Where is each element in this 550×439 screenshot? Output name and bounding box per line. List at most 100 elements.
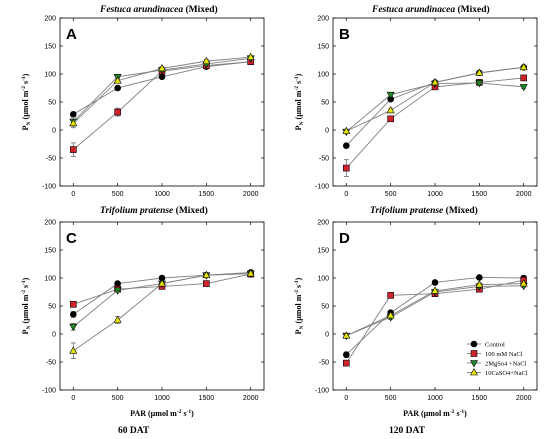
data-point (430, 77, 440, 86)
ylabel-part: P (294, 329, 303, 334)
plot-frame (59, 17, 265, 187)
ylabel-part: -2 (294, 290, 300, 295)
y-tick-label: -100 (42, 184, 56, 191)
panel-d-title: Trifolium pratense (Mixed) (370, 205, 478, 216)
data-point (246, 52, 255, 61)
x-tick-label: 1500 (472, 395, 488, 402)
data-point (69, 118, 78, 127)
data-point (114, 280, 121, 287)
x-tick-label: 1000 (427, 395, 443, 402)
legend-marker (470, 340, 478, 348)
data-point (69, 323, 78, 332)
x-tick-label: 2000 (243, 395, 259, 402)
ylabel-part: (µmol m (21, 294, 30, 325)
y-axis-label: PN (µmol m-2 s-1) (294, 73, 305, 130)
y-tick-label: 100 (44, 72, 56, 79)
legend-label: 2MgSo4 +NaCl (485, 360, 527, 367)
y-axis-label: PN (µmol m-2 s-1) (294, 277, 305, 334)
data-point (113, 76, 122, 84)
ylabel-part: ) (21, 73, 30, 76)
y-tick-label: 0 (325, 332, 329, 339)
x-tick-label: 0 (344, 191, 348, 198)
legend-marker (469, 368, 479, 376)
data-point (475, 280, 484, 288)
x-tick-label: 500 (385, 395, 397, 402)
footer-60-dat: 60 DAT (118, 426, 150, 436)
data-point (519, 279, 528, 287)
xlabel-part: ) (464, 409, 467, 418)
x-tick-label: 500 (385, 191, 397, 198)
y-axis-label: PN (µmol m-2 s-1) (21, 73, 32, 130)
ylabel-part: -1 (294, 76, 300, 81)
data-point (246, 269, 255, 277)
y-tick-label: -50 (319, 360, 329, 367)
y-tick-label: -50 (319, 156, 329, 163)
ylabel-part: s (21, 81, 30, 86)
ylabel-part: -2 (294, 86, 300, 91)
ylabel-part: N (299, 121, 305, 125)
ylabel-part: -1 (21, 76, 27, 81)
xlabel-part: -1 (187, 409, 192, 415)
ylabel-part: P (21, 125, 30, 130)
x-tick-label: 1500 (199, 191, 215, 198)
data-point (387, 292, 394, 299)
x-tick-label: 0 (71, 191, 75, 198)
data-point (202, 270, 211, 279)
y-tick-label: 150 (317, 44, 329, 51)
data-point (476, 274, 483, 281)
legend-label: Control (485, 341, 505, 348)
xlabel-part: s (181, 409, 186, 418)
xlabel-part: ) (191, 409, 194, 418)
data-point (386, 311, 395, 319)
xlabel-part: -1 (460, 409, 465, 415)
ylabel-part: (µmol m (21, 90, 30, 121)
y-tick-label: 0 (52, 128, 56, 135)
data-point (475, 80, 484, 88)
xlabel-part: s (454, 409, 459, 418)
ylabel-part: ) (21, 277, 30, 280)
data-point (343, 164, 350, 172)
ylabel-part: -1 (294, 280, 300, 285)
ylabel-part: (µmol m (294, 90, 303, 121)
data-point (519, 84, 528, 92)
data-point (386, 91, 395, 100)
series-line (345, 77, 524, 169)
series-line (346, 66, 524, 132)
ylabel-part: N (26, 121, 32, 125)
x-tick-label: 0 (71, 395, 75, 402)
y-tick-label: 150 (44, 248, 56, 255)
x-tick-label: 1500 (472, 191, 488, 198)
xlabel-part: PAR (µmol m (403, 409, 450, 418)
ylabel-part: -2 (21, 290, 27, 295)
data-point (113, 315, 122, 323)
legend: Control 100 mM NaCl 2MgSo4 +NaCl 10CaSO4+Na… (467, 340, 528, 377)
y-tick-label: -100 (42, 388, 56, 395)
panel-label: C (66, 230, 77, 247)
y-tick-label: -100 (315, 184, 329, 191)
data-point (342, 331, 351, 339)
data-point (202, 56, 211, 64)
data-point (343, 351, 350, 359)
x-tick-label: 1500 (199, 395, 215, 402)
x-tick-label: 2000 (516, 191, 532, 198)
y-tick-label: 0 (52, 332, 56, 339)
legend-marker (469, 360, 479, 368)
x-tick-label: 500 (112, 191, 124, 198)
y-tick-label: 50 (321, 100, 329, 107)
ylabel-part: -2 (21, 86, 27, 91)
data-point (157, 63, 167, 72)
data-point (475, 68, 484, 76)
x-axis-label: PAR (µmol m-2 s-1) (403, 409, 467, 418)
panel-b-title: Festuca arundinacea (Mixed) (371, 4, 490, 15)
x-tick-label: 500 (112, 395, 124, 402)
y-tick-label: -100 (315, 388, 329, 395)
ylabel-part: ) (294, 277, 303, 280)
plot-frame (332, 17, 538, 187)
xlabel-part: -2 (177, 409, 182, 415)
y-tick-label: 0 (325, 128, 329, 135)
data-point (431, 279, 439, 286)
panel-a-title: Festuca arundinacea (Mixed) (99, 4, 218, 15)
